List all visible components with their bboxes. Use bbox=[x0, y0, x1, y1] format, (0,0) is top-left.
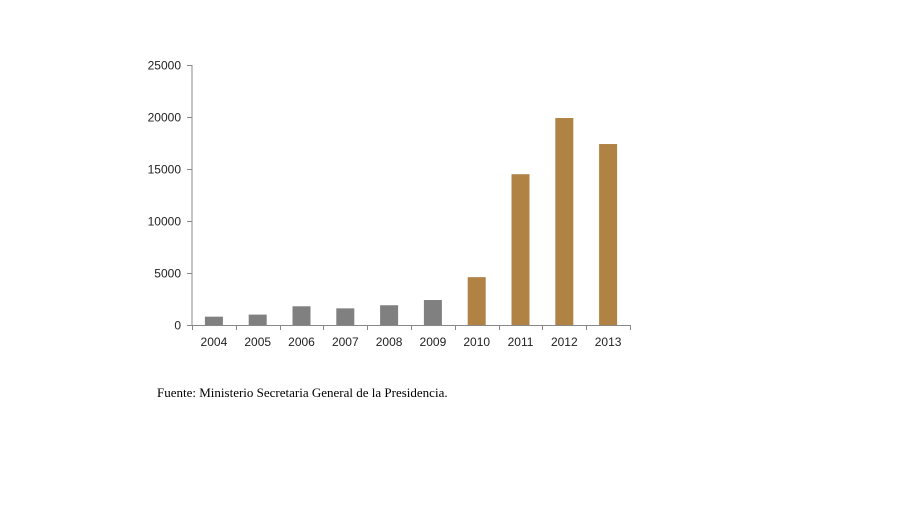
bar-2013 bbox=[599, 144, 618, 325]
y-tick-label: 0 bbox=[174, 319, 181, 333]
bar-2011 bbox=[511, 174, 530, 325]
x-tick-label: 2007 bbox=[332, 335, 359, 349]
bar-2010 bbox=[467, 277, 486, 325]
bar-2008 bbox=[380, 305, 399, 325]
bars bbox=[204, 118, 618, 325]
bar-2009 bbox=[423, 300, 442, 325]
y-tick-label: 15000 bbox=[148, 163, 182, 177]
x-tick-label: 2006 bbox=[288, 335, 315, 349]
x-tick-label: 2011 bbox=[508, 335, 534, 349]
x-tick-label: 2012 bbox=[551, 335, 578, 349]
bar-2004 bbox=[204, 316, 223, 325]
x-axis: 2004 2005 2006 2007 2008 2009 2010 2011 2012 2013 bbox=[192, 325, 631, 349]
bar-2006 bbox=[292, 306, 311, 325]
y-tick-label: 20000 bbox=[148, 111, 182, 125]
y-axis: 0 5000 10000 15000 20000 25000 bbox=[148, 59, 193, 333]
x-tick-label: 2010 bbox=[463, 335, 490, 349]
x-tick-label: 2008 bbox=[376, 335, 403, 349]
x-tick-label: 2004 bbox=[201, 335, 228, 349]
x-tick-label: 2005 bbox=[244, 335, 271, 349]
y-tick-label: 5000 bbox=[154, 267, 181, 281]
source-note: Fuente: Ministerio Secretaria General de… bbox=[157, 385, 448, 400]
x-tick-label: 2013 bbox=[595, 335, 622, 349]
bar-2005 bbox=[248, 314, 267, 325]
y-tick-label: 10000 bbox=[148, 215, 182, 229]
bar-2007 bbox=[336, 308, 355, 325]
y-tick-label: 25000 bbox=[148, 59, 182, 73]
bar-2012 bbox=[555, 118, 574, 325]
x-tick-label: 2009 bbox=[420, 335, 447, 349]
